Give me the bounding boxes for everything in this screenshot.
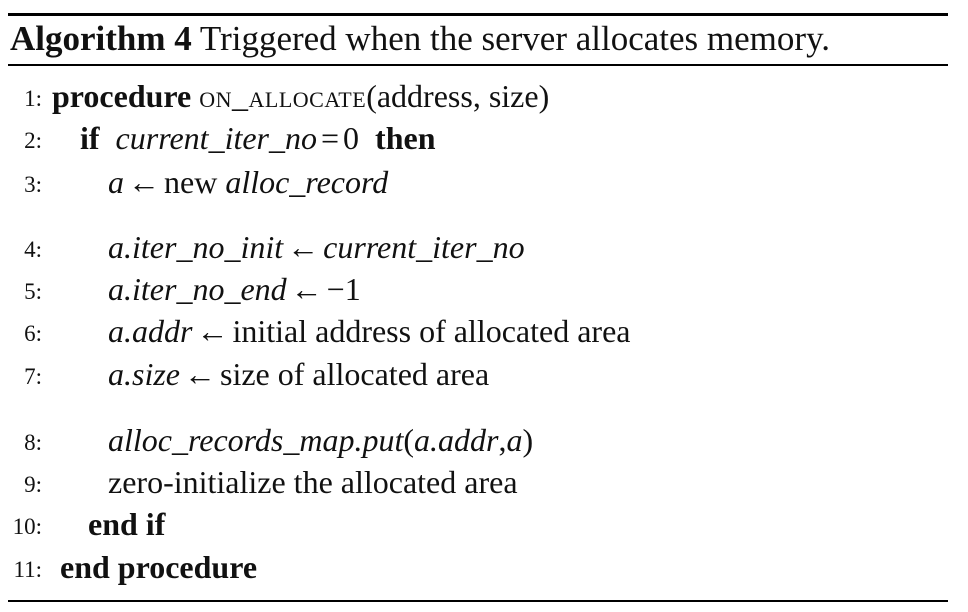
then-keyword: then bbox=[375, 120, 436, 156]
assign-value: −1 bbox=[326, 271, 361, 307]
line-code: alloc_records_map.put(a.addr,a) bbox=[108, 419, 533, 461]
line-number: 10: bbox=[12, 514, 42, 539]
equals-operator: = bbox=[321, 120, 340, 156]
assign-arrow: ← bbox=[196, 313, 229, 349]
line-number: 1: bbox=[24, 86, 42, 111]
line-number: 8: bbox=[24, 430, 42, 455]
assign-value: current_iter_no bbox=[323, 229, 525, 265]
assign-target: a bbox=[108, 164, 124, 200]
caption-rule bbox=[8, 64, 948, 66]
line-number: 11: bbox=[13, 557, 42, 582]
line-number: 9: bbox=[24, 472, 42, 497]
assign-target: a.iter_no_init bbox=[108, 229, 284, 265]
line-code: a.addr ← initial address of allocated area bbox=[108, 310, 630, 352]
assign-target: a.size bbox=[108, 356, 180, 392]
line-code: procedure on_allocate(address, size) bbox=[52, 75, 549, 117]
line-number: 2: bbox=[24, 128, 42, 153]
line-code: if current_iter_no = 0 then bbox=[80, 117, 436, 159]
close-paren: ) bbox=[522, 422, 534, 458]
line-code: a.size ← size of allocated area bbox=[108, 353, 489, 395]
algorithm-title: Triggered when the server allocates memo… bbox=[199, 19, 831, 58]
line-code: a ← new alloc_record bbox=[108, 161, 388, 203]
line-code: a.iter_no_end ← −1 bbox=[108, 268, 361, 310]
line-code: a.iter_no_init ← current_iter_no bbox=[108, 226, 525, 268]
call-arg-record: a bbox=[506, 422, 523, 458]
end-procedure-keyword: end procedure bbox=[60, 549, 258, 585]
assign-arrow: ← bbox=[287, 229, 320, 265]
line-number: 7: bbox=[24, 364, 42, 389]
condition-value: 0 bbox=[343, 120, 360, 156]
if-keyword: if bbox=[80, 120, 100, 156]
new-keyword: new bbox=[164, 164, 218, 200]
open-paren: ( bbox=[403, 422, 415, 458]
end-if-keyword: end if bbox=[88, 506, 166, 542]
assign-target: a.addr bbox=[108, 313, 193, 349]
procedure-name: on_allocate bbox=[199, 78, 367, 114]
procedure-keyword: procedure bbox=[52, 78, 192, 114]
condition-variable: current_iter_no bbox=[115, 120, 317, 156]
assign-value: alloc_record bbox=[225, 164, 389, 200]
line-number: 6: bbox=[24, 321, 42, 346]
procedure-args: (address, size) bbox=[366, 78, 550, 114]
assign-arrow: ← bbox=[128, 164, 160, 200]
method-call: alloc_records_map.put bbox=[108, 422, 404, 458]
assign-value: size of allocated area bbox=[220, 356, 490, 392]
assign-value: initial address of allocated area bbox=[232, 313, 631, 349]
call-arg-address: a.addr bbox=[414, 422, 499, 458]
line-number: 4: bbox=[24, 237, 42, 262]
assign-arrow: ← bbox=[290, 271, 323, 307]
assign-arrow: ← bbox=[184, 356, 216, 392]
algorithm-caption: Algorithm 4 Triggered when the server al… bbox=[10, 17, 830, 61]
arg-comma: , bbox=[498, 422, 507, 458]
assign-target: a.iter_no_end bbox=[108, 271, 287, 307]
line-number: 3: bbox=[24, 172, 42, 197]
top-rule bbox=[8, 13, 948, 16]
bottom-rule bbox=[8, 600, 948, 602]
line-code: zero-initialize the allocated area bbox=[108, 464, 518, 500]
line-number: 5: bbox=[24, 279, 42, 304]
algorithm-label: Algorithm 4 bbox=[10, 19, 192, 58]
